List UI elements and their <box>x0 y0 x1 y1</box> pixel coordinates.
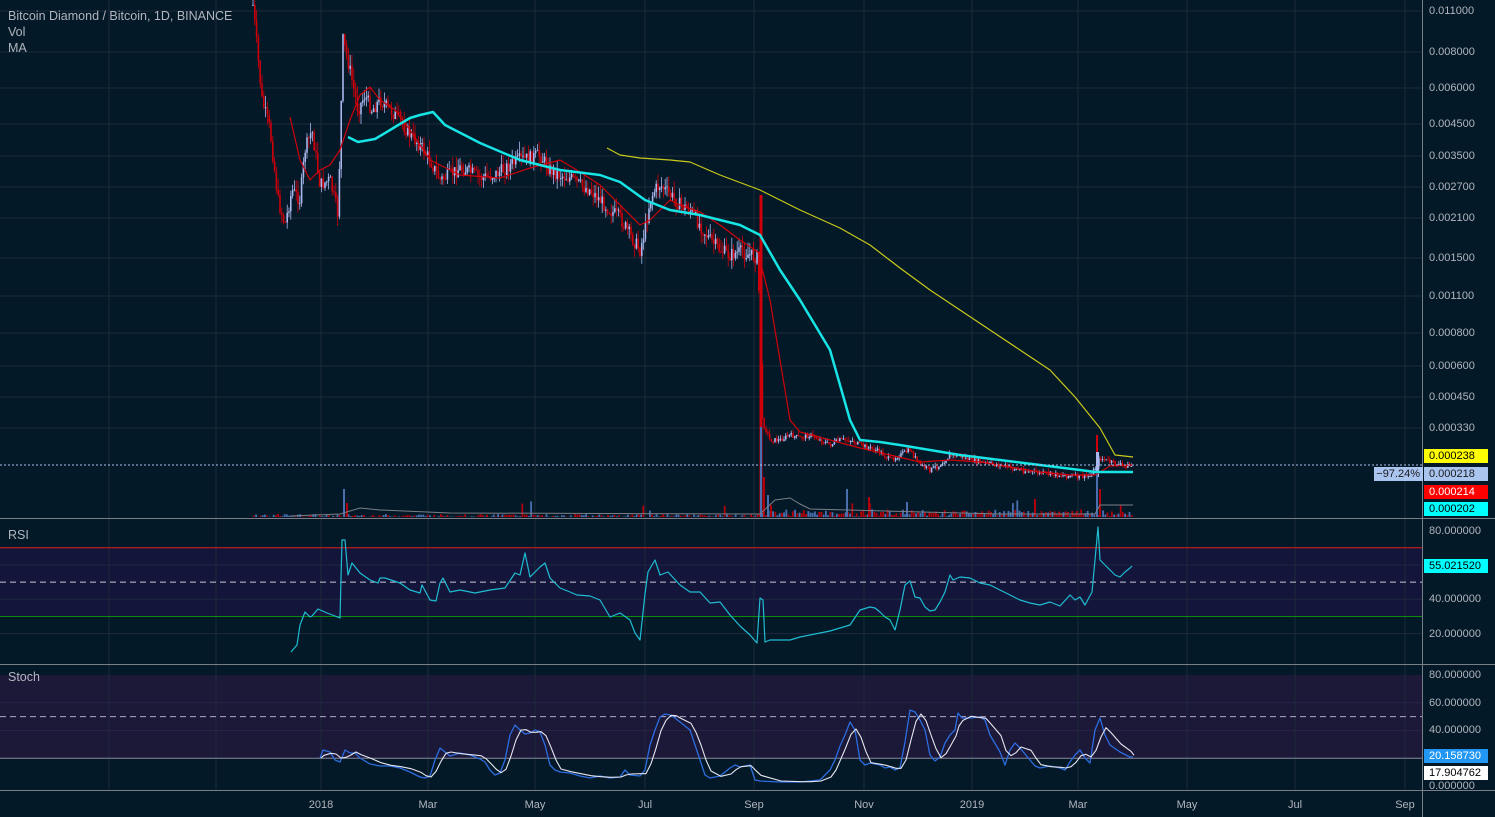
time-axis-label: Mar <box>418 799 438 811</box>
change-percent-tag: −97.24% <box>1374 467 1423 481</box>
price-axis-tick: 0.000800 <box>1429 327 1475 339</box>
price-axis-tick: 0.008000 <box>1429 46 1475 58</box>
stoch-axis-tick: 60.000000 <box>1429 696 1481 709</box>
ma-slow-value-tag: 0.000238 <box>1424 449 1488 463</box>
indicator-ma-label[interactable]: MA <box>8 41 27 55</box>
stoch-pane-title[interactable]: Stoch <box>8 670 40 684</box>
price-axis-tick: 0.001500 <box>1429 252 1475 264</box>
price-axis-tick: 0.011000 <box>1429 5 1475 17</box>
price-axis-tick: 0.006000 <box>1429 82 1475 94</box>
price-axis-tick: 0.002100 <box>1429 212 1475 224</box>
price-axis-tick: 0.002700 <box>1429 181 1475 193</box>
time-axis-label: Mar <box>1068 799 1088 811</box>
time-axis-label: May <box>1176 799 1198 811</box>
ma-mid-value-tag: 0.000202 <box>1424 502 1488 516</box>
time-axis-label: 2018 <box>308 799 334 811</box>
time-axis-label: Nov <box>854 799 874 811</box>
time-axis-label: Sep <box>1395 799 1415 811</box>
price-axis-tick: 0.004500 <box>1429 118 1475 130</box>
chart-legend: Bitcoin Diamond / Bitcoin, 1D, BINANCE V… <box>8 8 232 56</box>
price-axis-tick: 0.003500 <box>1429 150 1475 162</box>
ma-fast-value-tag: 0.000214 <box>1424 485 1488 499</box>
time-axis-label: Sep <box>744 799 764 811</box>
time-axis-label: Jul <box>637 799 653 811</box>
rsi-pane-title[interactable]: RSI <box>8 528 29 542</box>
price-axis-tick: 0.000600 <box>1429 360 1475 372</box>
price-axis-tick: 0.000450 <box>1429 391 1475 403</box>
rsi-axis-tick: 20.000000 <box>1429 627 1481 640</box>
rsi-axis-tick: 40.000000 <box>1429 593 1481 606</box>
time-axis-label: Jul <box>1287 799 1303 811</box>
stoch-axis-tick: 80.000000 <box>1429 668 1481 681</box>
time-axis-label: 2019 <box>959 799 985 811</box>
stoch-axis-tick: 40.000000 <box>1429 724 1481 737</box>
stoch-axis-tick: 0.000000 <box>1429 780 1475 792</box>
symbol-title[interactable]: Bitcoin Diamond / Bitcoin, 1D, BINANCE <box>8 9 233 23</box>
rsi-current-tag: 55.021520 <box>1424 559 1488 573</box>
price-axis-tick: 0.000330 <box>1429 422 1475 434</box>
rsi-axis-tick: 80.000000 <box>1429 524 1481 537</box>
last-price-tag: 0.000218 <box>1424 467 1488 481</box>
indicator-vol-label[interactable]: Vol <box>8 25 26 39</box>
time-axis-label: May <box>524 799 546 811</box>
stoch-d-current-tag: 17.904762 <box>1424 766 1488 780</box>
price-axis-tick: 0.001100 <box>1429 290 1475 302</box>
stoch-k-current-tag: 20.158730 <box>1424 749 1488 763</box>
